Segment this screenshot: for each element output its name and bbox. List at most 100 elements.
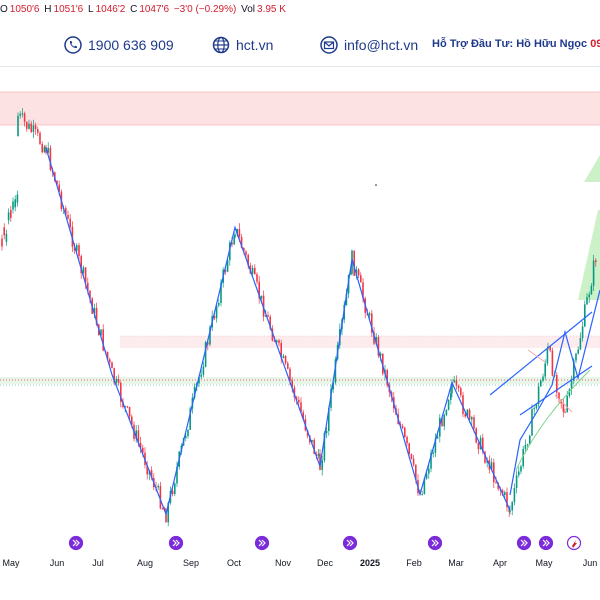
- projection-curve: [515, 369, 591, 471]
- candle: [321, 460, 323, 470]
- email-contact[interactable]: info@hct.vn: [320, 34, 418, 56]
- candle: [544, 363, 546, 377]
- candle: [207, 342, 209, 345]
- candle: [558, 392, 560, 400]
- event-marker-icon[interactable]: [427, 535, 443, 551]
- candle: [549, 346, 551, 351]
- candle: [457, 385, 460, 389]
- mail-icon: [320, 36, 338, 54]
- candle: [213, 315, 216, 319]
- phone-number: 1900 636 909: [88, 37, 174, 53]
- marker-dot: [375, 184, 377, 186]
- candle: [436, 436, 439, 439]
- candle: [373, 332, 375, 344]
- candle: [106, 351, 109, 360]
- candle: [193, 386, 196, 398]
- candle: [313, 439, 315, 455]
- candle: [546, 348, 549, 364]
- event-marker-icon[interactable]: [342, 535, 358, 551]
- candle: [518, 471, 520, 476]
- candle: [41, 144, 43, 153]
- candle: [515, 475, 518, 488]
- candle: [584, 304, 586, 327]
- candle: [32, 125, 35, 133]
- candle: [595, 260, 597, 263]
- candle: [455, 380, 458, 386]
- candle: [142, 447, 144, 453]
- candle: [113, 368, 115, 383]
- candle: [49, 147, 52, 170]
- candle: [509, 510, 511, 512]
- candle: [236, 228, 238, 235]
- candle: [131, 416, 133, 425]
- candle: [65, 208, 67, 215]
- zigzag-trendline: [45, 147, 511, 517]
- candle: [586, 297, 588, 305]
- support-zone: [0, 377, 600, 384]
- candle: [69, 218, 71, 227]
- candle: [93, 307, 96, 314]
- event-markers-group: [68, 535, 582, 551]
- high-label: H: [44, 4, 52, 15]
- event-marker-icon[interactable]: [68, 535, 84, 551]
- candle: [590, 285, 593, 295]
- x-tick-label: Mar: [448, 558, 464, 568]
- candle: [566, 396, 568, 412]
- candle: [39, 132, 41, 145]
- phone-contact[interactable]: 1900 636 909: [64, 34, 174, 56]
- website-url: hct.vn: [236, 37, 274, 53]
- x-tick-label: Jul: [92, 558, 104, 568]
- x-tick-label: 2025: [360, 558, 380, 568]
- candle: [588, 294, 590, 298]
- candle: [564, 411, 566, 413]
- volume-label: Vol: [241, 4, 256, 15]
- header-divider: [0, 66, 600, 67]
- candle: [167, 502, 169, 523]
- candle: [171, 490, 174, 494]
- x-tick-label: Jun: [583, 558, 598, 568]
- event-marker-icon[interactable]: [168, 535, 184, 551]
- event-marker-icon[interactable]: [566, 535, 582, 551]
- projection-arrow: [578, 210, 600, 300]
- candle: [111, 362, 113, 369]
- candle: [479, 437, 482, 450]
- candle: [428, 468, 430, 474]
- low-label: L: [88, 4, 94, 15]
- event-marker-icon[interactable]: [516, 535, 532, 551]
- candle: [276, 340, 278, 342]
- high-value: 1051'6: [53, 4, 84, 15]
- candle: [273, 340, 276, 342]
- candle: [579, 338, 582, 350]
- x-tick-label: Apr: [493, 558, 507, 568]
- website-contact[interactable]: hct.vn: [212, 34, 273, 56]
- candle: [430, 453, 432, 469]
- candle: [234, 234, 236, 238]
- close-label: C: [130, 4, 138, 15]
- candle: [415, 464, 417, 480]
- candle: [76, 245, 78, 251]
- candle: [451, 382, 453, 394]
- candle: [293, 387, 296, 398]
- candle: [311, 439, 313, 443]
- candle: [473, 417, 475, 429]
- event-marker-icon[interactable]: [538, 535, 554, 551]
- candle: [139, 442, 142, 448]
- candle: [401, 425, 404, 428]
- candle: [497, 482, 499, 489]
- x-tick-label: Aug: [137, 558, 153, 568]
- ohlc-legend: O 1050'6 H 1051'6 L 1046'2 C 1047'6 −3'0 (−0…: [0, 4, 288, 22]
- candle: [300, 402, 302, 413]
- candle: [284, 356, 287, 364]
- candle: [80, 256, 82, 274]
- candle: [357, 269, 360, 276]
- candle: [531, 409, 533, 436]
- candle: [16, 194, 19, 203]
- candle: [542, 376, 544, 381]
- candle: [209, 327, 211, 345]
- candle: [185, 436, 187, 438]
- candle: [570, 380, 573, 390]
- candle: [233, 237, 235, 245]
- candle: [198, 376, 200, 384]
- event-marker-icon[interactable]: [254, 535, 270, 551]
